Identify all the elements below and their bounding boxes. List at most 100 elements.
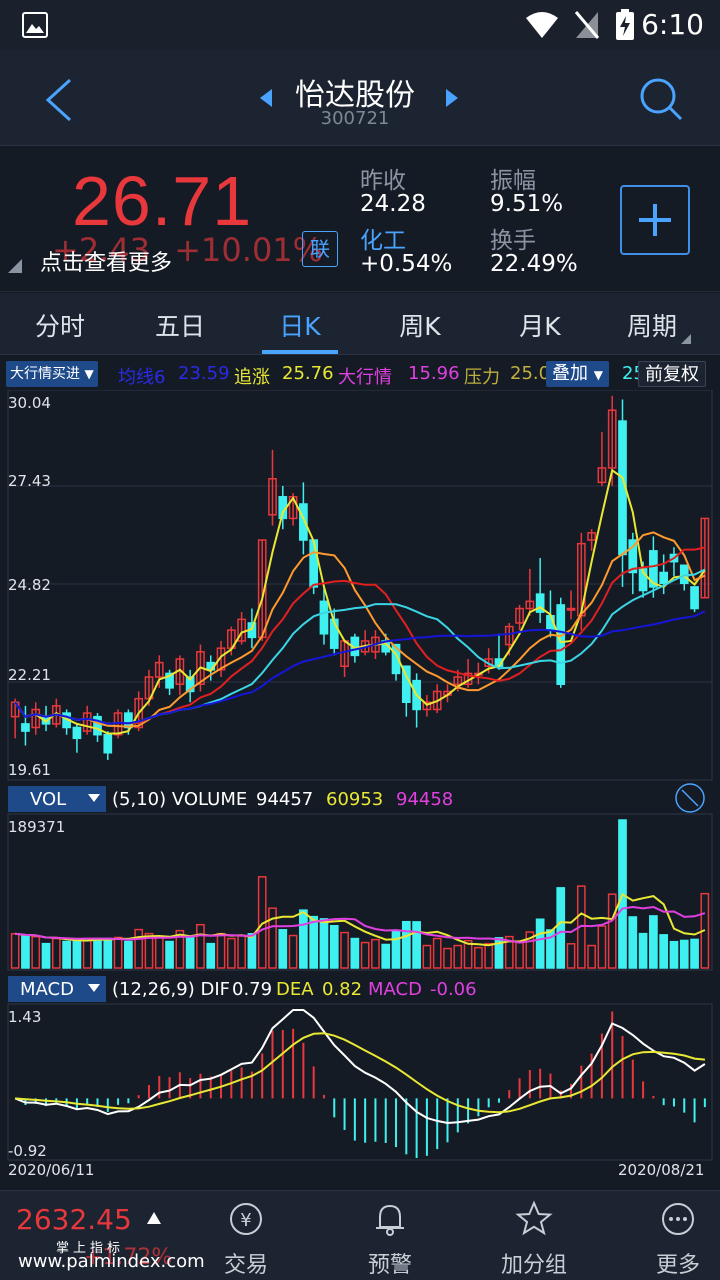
period-tabs: 分时 五日 日K 周K 月K 周期 bbox=[0, 293, 720, 355]
next-stock-icon[interactable] bbox=[444, 88, 460, 108]
sector-label[interactable]: 化工 bbox=[360, 228, 406, 254]
volume-bar-up bbox=[597, 925, 607, 969]
overlay-label: 叠加 bbox=[552, 363, 588, 384]
volume-bar-up bbox=[484, 942, 494, 969]
prev-close-label: 昨收 bbox=[360, 168, 406, 194]
corner-triangle-icon bbox=[8, 259, 22, 273]
ma6-label: 均线6 bbox=[118, 367, 166, 388]
tab-intraday[interactable]: 分时 bbox=[34, 312, 85, 341]
candle-up bbox=[31, 708, 41, 729]
macd-dea-label: DEA bbox=[276, 979, 314, 1000]
macd-params: (12,26,9) DIF bbox=[112, 979, 230, 1000]
price-tick: 27.43 bbox=[8, 472, 51, 490]
search-icon[interactable] bbox=[638, 76, 684, 122]
tab-period[interactable]: 周期 bbox=[626, 312, 677, 341]
index-name: 掌上指标 bbox=[56, 1241, 125, 1256]
candle-up bbox=[597, 467, 607, 484]
volume-bar-down bbox=[185, 936, 195, 969]
volume-bar-up bbox=[587, 944, 596, 969]
volume-bar-down bbox=[556, 887, 566, 969]
overlay-dropdown[interactable]: 叠加 ▼ bbox=[546, 361, 609, 387]
nav-alert-label: 预警 bbox=[367, 1253, 412, 1278]
volume-bar-up bbox=[268, 907, 277, 969]
macd-bottom: -0.92 bbox=[8, 1142, 47, 1160]
nav-add-group[interactable]: 加分组 bbox=[484, 1199, 584, 1279]
amplitude-label: 振幅 bbox=[490, 168, 536, 194]
last-price: 26.71 bbox=[72, 162, 253, 240]
candle-up bbox=[504, 625, 514, 646]
chevron-down-icon bbox=[88, 984, 100, 992]
indicator-dropdown-label: 大行情买进 bbox=[10, 366, 80, 382]
yali-label: 压力 bbox=[464, 367, 500, 388]
candle-up bbox=[453, 676, 463, 685]
quote-panel: 26.71 +2.43 +10.01% 点击查看更多 联 昨收 24.28 化工… bbox=[0, 147, 720, 292]
volume-bar-up bbox=[340, 931, 349, 969]
more-icon bbox=[662, 1203, 694, 1235]
add-watchlist-button[interactable] bbox=[620, 185, 690, 255]
vol-value: 94457 bbox=[256, 789, 313, 810]
candle-down bbox=[659, 571, 669, 585]
back-icon[interactable] bbox=[44, 78, 74, 122]
indicator-dropdown[interactable]: 大行情买进 ▼ bbox=[6, 361, 98, 387]
candle-up bbox=[82, 712, 92, 732]
volume-bar-down bbox=[72, 939, 82, 969]
candle-down bbox=[93, 715, 102, 736]
fuquan-button[interactable]: 前复权 bbox=[638, 361, 706, 387]
macd-dropdown-label: MACD bbox=[20, 979, 74, 1000]
macd-dif: 0.79 bbox=[232, 979, 272, 1000]
volume-bar-up bbox=[237, 934, 246, 969]
tap-more-link[interactable]: 点击查看更多 bbox=[40, 251, 173, 276]
volume-bar-down bbox=[124, 940, 133, 969]
zhuizhang-label: 追涨 bbox=[234, 367, 270, 388]
chevron-down-icon: ▼ bbox=[593, 368, 603, 382]
tab-daily-k[interactable]: 日K bbox=[279, 312, 321, 341]
candle-down bbox=[391, 643, 401, 675]
candle-down bbox=[556, 604, 566, 685]
macd-dropdown[interactable] bbox=[8, 976, 106, 1002]
volume-bar-down bbox=[535, 918, 545, 969]
volume-bar-down bbox=[62, 940, 71, 969]
tab-five-day[interactable]: 五日 bbox=[154, 312, 205, 341]
vol-dropdown[interactable] bbox=[8, 786, 106, 812]
kline-chart[interactable]: 30.04 27.43 24.82 22.21 19.61 VOL (5,10)… bbox=[0, 390, 720, 1190]
nav-trade[interactable]: ¥ 交易 bbox=[196, 1199, 296, 1279]
battery-charging-icon bbox=[616, 9, 634, 40]
volume-frame bbox=[7, 813, 713, 971]
candle-up bbox=[515, 607, 524, 624]
stock-code: 300721 bbox=[320, 108, 390, 129]
prev-stock-icon[interactable] bbox=[258, 88, 274, 108]
index-value[interactable]: 2632.45 bbox=[16, 1203, 132, 1236]
candle-down bbox=[72, 726, 82, 740]
nav-trade-label: 交易 bbox=[223, 1253, 268, 1278]
dea-line bbox=[15, 1032, 705, 1114]
candle-up bbox=[587, 532, 596, 541]
lian-badge[interactable]: 联 bbox=[302, 231, 338, 267]
candle-down bbox=[628, 539, 638, 574]
prev-close-value: 24.28 bbox=[360, 191, 426, 217]
expand-icon[interactable] bbox=[675, 783, 705, 813]
nav-add-group-label: 加分组 bbox=[500, 1253, 567, 1278]
volume-bars bbox=[10, 819, 710, 969]
plus-icon bbox=[639, 204, 671, 236]
candle-down bbox=[103, 733, 113, 754]
candle-down bbox=[649, 550, 658, 588]
volume-bar-up bbox=[463, 939, 473, 969]
volume-bar-up bbox=[453, 944, 463, 969]
indicator-lines bbox=[14, 468, 706, 735]
candle-up bbox=[432, 690, 442, 711]
tab-weekly-k[interactable]: 周K bbox=[399, 312, 441, 341]
volume-bar-up bbox=[10, 933, 20, 969]
nav-more[interactable]: 更多 bbox=[628, 1199, 720, 1279]
volume-bar-up bbox=[134, 928, 144, 969]
volume-bar-up bbox=[515, 940, 524, 969]
macd-label: MACD bbox=[368, 979, 422, 1000]
volume-bar-down bbox=[401, 920, 411, 969]
nav-alert[interactable]: 预警 bbox=[340, 1199, 440, 1279]
volume-bar-down bbox=[319, 918, 329, 969]
volume-bar-down bbox=[690, 938, 699, 969]
zhuizhang-value: 25.76 bbox=[282, 363, 334, 384]
ma6-line bbox=[14, 610, 706, 725]
tab-monthly-k[interactable]: 月K bbox=[519, 312, 561, 341]
volume-bar-down bbox=[412, 921, 421, 969]
volume-bar-down bbox=[329, 924, 339, 969]
